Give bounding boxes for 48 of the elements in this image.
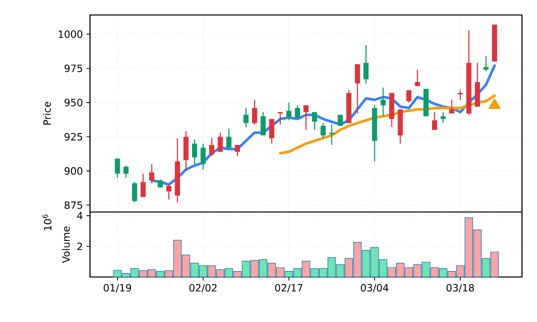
candlestick: [114, 158, 120, 178]
candlestick: [226, 128, 232, 150]
candlestick: [269, 118, 274, 144]
text: 10$^{6}$: [42, 214, 52, 230]
candlestick: [329, 124, 334, 146]
y-tick-label: 950: [64, 98, 82, 106]
candlestick: [200, 143, 206, 170]
y-tick-label: 900: [64, 167, 82, 175]
candlestick: [252, 99, 258, 125]
y-tick-label: 875: [64, 201, 82, 209]
candlestick: [278, 112, 283, 125]
candlestick: [312, 112, 318, 130]
candlestick: [243, 107, 249, 128]
candlestick: [303, 104, 309, 130]
x-tick-label: 02/17: [275, 284, 302, 292]
candlestick: [354, 64, 360, 114]
candlestick: [166, 182, 172, 200]
candlestick: [458, 90, 463, 100]
candlestick: [183, 130, 189, 172]
candlestick: [449, 99, 454, 114]
candlestick: [149, 164, 154, 184]
x-tick-label: 01/19: [104, 284, 132, 292]
candlestick: [406, 90, 412, 104]
x-tick-label: 02/02: [189, 284, 216, 292]
candlestick: [260, 112, 266, 136]
candlestick: [209, 138, 214, 156]
candlestick: [414, 69, 420, 87]
x-tick-label: 03/04: [360, 284, 388, 292]
y-tick-label: 925: [64, 132, 82, 141]
candlestick: [218, 132, 223, 152]
y-axis-title: Price: [43, 102, 51, 125]
y-tick-label: 2: [77, 242, 82, 250]
x-tick-label: 03/18: [446, 284, 474, 292]
candlestick: [363, 44, 369, 84]
candlestick: [286, 102, 292, 121]
candlestick: [440, 112, 446, 124]
candlestick: [432, 112, 438, 130]
candlestick: [320, 122, 326, 139]
candlestick: [294, 104, 300, 118]
candlestick: [132, 181, 138, 203]
y-tick-label: 4: [77, 212, 82, 220]
y-tick-label: 975: [64, 64, 82, 72]
candlestick: [140, 173, 146, 198]
y-axis-title: Volume: [62, 226, 70, 263]
candlestick: [192, 138, 198, 165]
y-tick-label: 1000: [58, 30, 82, 38]
candlestick: [123, 164, 129, 178]
candlestick: [380, 86, 386, 117]
